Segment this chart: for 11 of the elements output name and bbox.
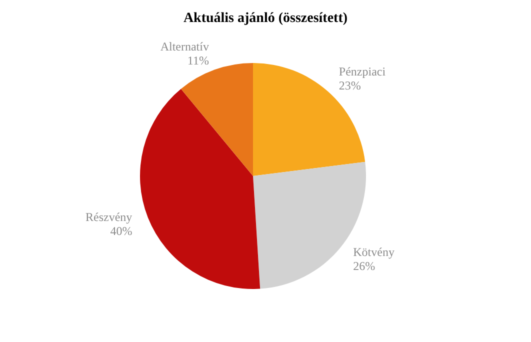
chart-title: Aktuális ajánló (összesített) <box>183 11 348 26</box>
data-label: 26% <box>353 258 376 273</box>
pie-slice <box>140 88 260 289</box>
data-label: 23% <box>338 78 361 93</box>
slice-label: Kötvény <box>353 244 394 259</box>
slice-label: Részvény <box>86 210 132 224</box>
data-label: 11% <box>187 54 209 68</box>
slice-label: Alternatív <box>160 40 209 54</box>
slice-label: Pénzpiaci <box>338 64 386 79</box>
pie-slice <box>180 63 253 176</box>
data-label: 40% <box>110 224 132 238</box>
